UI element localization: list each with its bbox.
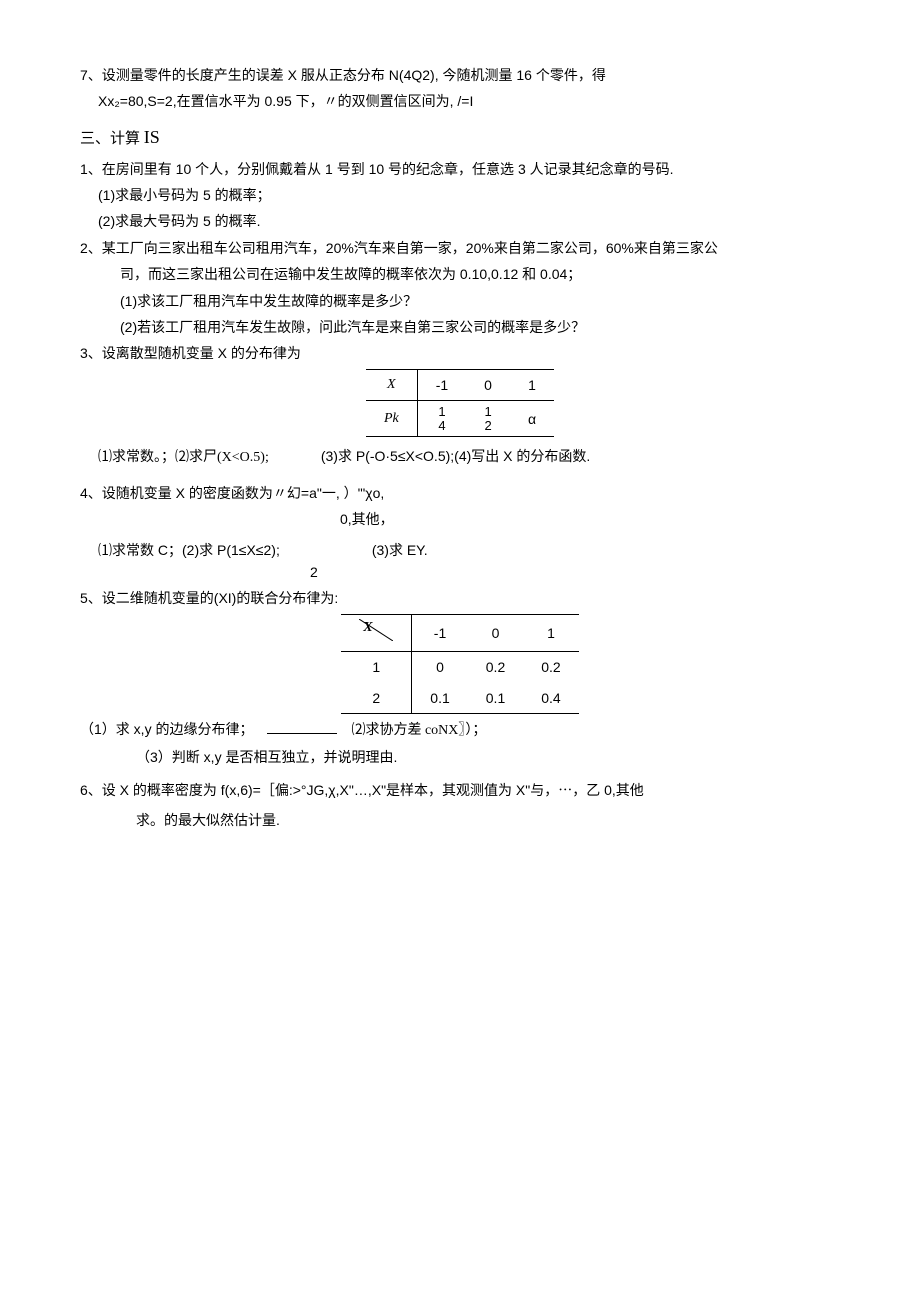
q3-subs-row: ⑴求常数。；⑵求尸(X<O.5); (3)求 P(-O·5≤X<O.5);(4)…: [80, 445, 840, 469]
section-3-suffix: IS: [144, 127, 160, 147]
q3-cell-3: α: [510, 401, 554, 437]
q5-main: 5、设二维随机变量的(XI)的联合分布律为:: [80, 587, 840, 609]
q5-r1-c1: 0: [412, 652, 468, 683]
q5-r1-c2: 0.2: [468, 652, 523, 683]
q3-c2-den: 2: [484, 419, 491, 433]
q4-sub3: (3)求 EY.: [372, 539, 428, 561]
q5-table-wrap: X -1 0 1 1 0 0.2 0.2 2 0.1 0.1 0.4: [80, 614, 840, 714]
q3-th-c3: 1: [510, 369, 554, 400]
q5-sub3: （3）判断 x,y 是否相互独立，并说明理由.: [80, 746, 840, 768]
q5-subs-row1: （1）求 x,y 的边缘分布律； ⑵求协方差 coNX〗）；: [80, 718, 840, 742]
q5-r1-c3: 0.2: [523, 652, 578, 683]
q5-underline: [267, 733, 337, 734]
section-3-prefix: 三、计算: [80, 131, 140, 147]
q3-cell-1: 14: [417, 401, 466, 437]
q5-sub2: ⑵求协方差 coNX〗）；: [351, 720, 486, 742]
q5-col-3: 1: [523, 614, 578, 651]
q2-cont: 司，而这三家出租公司在运输中发生故障的概率依次为 0.10,0.12 和 0.0…: [80, 263, 840, 285]
q5-r1-label: 1: [341, 652, 412, 683]
q4-subs-12: ⑴求常数 C；(2)求 P(1≤X≤2);: [98, 539, 280, 561]
q5-r2-label: 2: [341, 683, 412, 714]
q6-main: 6、设 X 的概率密度为 f(x,6)=［偏:>°JG,χ,X"…,X"是样本，…: [80, 779, 840, 801]
q3-cell-2: 12: [466, 401, 510, 437]
q5-col-2: 0: [468, 614, 523, 651]
q4-main: 4、设随机变量 X 的密度函数为〃幻=a"一, ）'"χo,: [80, 482, 840, 504]
q3-subs-12: ⑴求常数。；⑵求尸(X<O.5);: [98, 447, 269, 469]
q5-table: X -1 0 1 1 0 0.2 0.2 2 0.1 0.1 0.4: [341, 614, 578, 714]
q4-subs-row: ⑴求常数 C；(2)求 P(1≤X≤2); (3)求 EY.: [80, 539, 840, 561]
q3-c2-num: 1: [484, 405, 491, 419]
q7-line1: 7、设测量零件的长度产生的误差 X 服从正态分布 N(4Q2), 今随机测量 1…: [80, 64, 840, 86]
q3-subs-34: (3)求 P(-O·5≤X<O.5);(4)写出 X 的分布函数.: [321, 445, 590, 467]
q3-c1-den: 4: [438, 419, 445, 433]
q5-corner-x: X: [363, 617, 372, 639]
q5-corner: X: [341, 614, 412, 651]
q3-table-wrap: X -1 0 1 Pk 14 12 α: [80, 369, 840, 438]
q3-c1-num: 1: [438, 405, 445, 419]
q3-table: X -1 0 1 Pk 14 12 α: [366, 369, 554, 438]
q5-sub1: （1）求 x,y 的边缘分布律；: [80, 718, 253, 740]
q1-sub1: (1)求最小号码为 5 的概率；: [80, 184, 840, 206]
q5-r2-c1: 0.1: [412, 683, 468, 714]
q6-sub: 求。的最大似然估计量.: [80, 809, 840, 831]
q1-sub2: (2)求最大号码为 5 的概率.: [80, 210, 840, 232]
q1-main: 1、在房间里有 10 个人，分别佩戴着从 1 号到 10 号的纪念章，任意选 3…: [80, 158, 840, 180]
q2-main: 2、某工厂向三家出租车公司租用汽车，20%汽车来自第一家，20%来自第二家公司，…: [80, 237, 840, 259]
q2-sub1: (1)求该工厂租用汽车中发生故障的概率是多少？: [80, 290, 840, 312]
section-3-title: 三、计算 IS: [80, 123, 840, 152]
q5-r2-c3: 0.4: [523, 683, 578, 714]
q3-th-c2: 0: [466, 369, 510, 400]
q3-row-label: Pk: [366, 401, 417, 437]
q3-main: 3、设离散型随机变量 X 的分布律为: [80, 342, 840, 364]
q5-r2-c2: 0.1: [468, 683, 523, 714]
q3-th-x: X: [366, 369, 417, 400]
q3-th-c1: -1: [417, 369, 466, 400]
q4-eq2: 0,其他，: [80, 508, 840, 530]
q5-col-1: -1: [412, 614, 468, 651]
q2-sub2: (2)若该工厂租用汽车发生故隙，问此汽车是来自第三家公司的概率是多少？: [80, 316, 840, 338]
q4-two: 2: [80, 561, 840, 583]
q7-line2: Xx₂=80,S=2,在置信水平为 0.95 下，〃的双侧置信区间为, /=I: [80, 90, 840, 112]
